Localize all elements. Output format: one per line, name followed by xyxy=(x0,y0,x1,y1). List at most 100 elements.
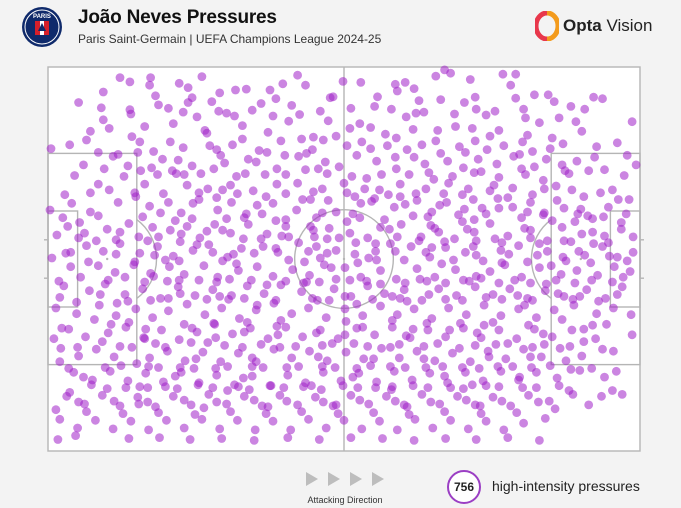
pressure-point xyxy=(386,239,395,249)
pressure-point xyxy=(239,373,248,383)
pressure-point xyxy=(222,214,232,224)
pressure-point xyxy=(350,249,360,259)
pitch-chart xyxy=(44,65,644,452)
pressure-point xyxy=(532,383,541,392)
pressure-point xyxy=(415,274,425,284)
pressure-point xyxy=(294,362,303,371)
pressure-point xyxy=(209,318,219,328)
pressure-point xyxy=(300,257,309,267)
pressure-point xyxy=(526,278,535,288)
pressure-point xyxy=(423,212,433,222)
pressure-point xyxy=(429,174,439,184)
pressure-point xyxy=(79,372,88,382)
pressure-point xyxy=(387,322,397,332)
pressure-point xyxy=(476,167,486,176)
pressure-point xyxy=(317,341,327,350)
pressure-point xyxy=(281,222,291,231)
pressure-point xyxy=(461,148,470,157)
pressure-point xyxy=(526,352,535,362)
pressure-point xyxy=(187,161,197,171)
pressure-point xyxy=(609,303,618,313)
pressure-point xyxy=(140,277,150,287)
pressure-point xyxy=(174,78,184,88)
pressure-point xyxy=(297,287,306,296)
pressure-point xyxy=(340,304,350,314)
pressure-point xyxy=(342,188,352,198)
pressure-point xyxy=(494,278,504,288)
pressure-point xyxy=(460,98,469,107)
pressure-point xyxy=(228,329,237,339)
pressure-point xyxy=(93,179,103,189)
pressure-point xyxy=(257,209,267,219)
pressure-point xyxy=(394,340,404,349)
pressure-point xyxy=(331,207,341,217)
pressure-point xyxy=(395,294,405,303)
pressure-point xyxy=(357,137,367,147)
pressure-point xyxy=(313,352,323,362)
pressure-point xyxy=(557,222,567,232)
pressure-point xyxy=(297,407,306,416)
pressure-point xyxy=(305,270,314,280)
pressure-point xyxy=(94,300,104,310)
pressure-point xyxy=(340,263,350,272)
pressure-point xyxy=(315,106,325,116)
pressure-point xyxy=(124,434,134,443)
pressure-point xyxy=(301,80,310,90)
pressure-point xyxy=(161,342,170,352)
pressure-point xyxy=(55,293,65,302)
pressure-point xyxy=(51,303,61,313)
pressure-point xyxy=(459,275,468,285)
pressure-point xyxy=(331,274,341,284)
pressure-point xyxy=(191,354,201,364)
pressure-point xyxy=(49,334,59,344)
pressure-point xyxy=(419,342,429,351)
pressure-point xyxy=(272,321,282,331)
pressure-point xyxy=(368,294,377,304)
pressure-point xyxy=(72,297,81,307)
pressure-point xyxy=(98,246,108,256)
pressure-point xyxy=(218,256,228,266)
pressure-point xyxy=(506,401,516,411)
pressure-point xyxy=(571,117,581,127)
pressure-point xyxy=(109,396,119,406)
pressure-point xyxy=(471,104,481,114)
pressure-point xyxy=(402,402,412,412)
pressure-point xyxy=(470,92,480,102)
pressure-point xyxy=(355,119,365,128)
pressure-point xyxy=(158,154,167,164)
pressure-point xyxy=(375,416,384,426)
pressure-point xyxy=(268,271,278,281)
pressure-point xyxy=(276,136,286,146)
pressure-point xyxy=(456,318,465,328)
pressure-point xyxy=(161,382,170,392)
pressure-point xyxy=(440,371,449,381)
pressure-point xyxy=(400,78,410,87)
pressure-point xyxy=(549,305,559,315)
pressure-point xyxy=(434,227,444,237)
pressure-point xyxy=(312,213,321,223)
pressure-point xyxy=(63,222,73,231)
pressure-point xyxy=(175,237,185,247)
pressure-point xyxy=(481,209,491,219)
pressure-point xyxy=(225,274,234,284)
pressure-point xyxy=(295,110,304,119)
pressure-point xyxy=(226,180,235,190)
pressure-point xyxy=(120,272,130,282)
pressure-point xyxy=(467,380,477,390)
pressure-point xyxy=(536,352,546,362)
pressure-point xyxy=(494,126,504,135)
pressure-point xyxy=(484,352,494,362)
pressure-point xyxy=(265,85,275,95)
pressure-point xyxy=(135,248,145,258)
pressure-point xyxy=(494,203,504,213)
pressure-point xyxy=(54,276,64,286)
pressure-point xyxy=(91,236,101,246)
brand-bold: Opta xyxy=(563,16,602,35)
pressure-point xyxy=(417,390,427,399)
pressure-point xyxy=(441,332,450,342)
pressure-point xyxy=(391,164,401,174)
pressure-point xyxy=(551,181,561,191)
pressure-point xyxy=(283,370,293,380)
pressure-point xyxy=(359,354,369,364)
pressure-point xyxy=(378,434,387,443)
